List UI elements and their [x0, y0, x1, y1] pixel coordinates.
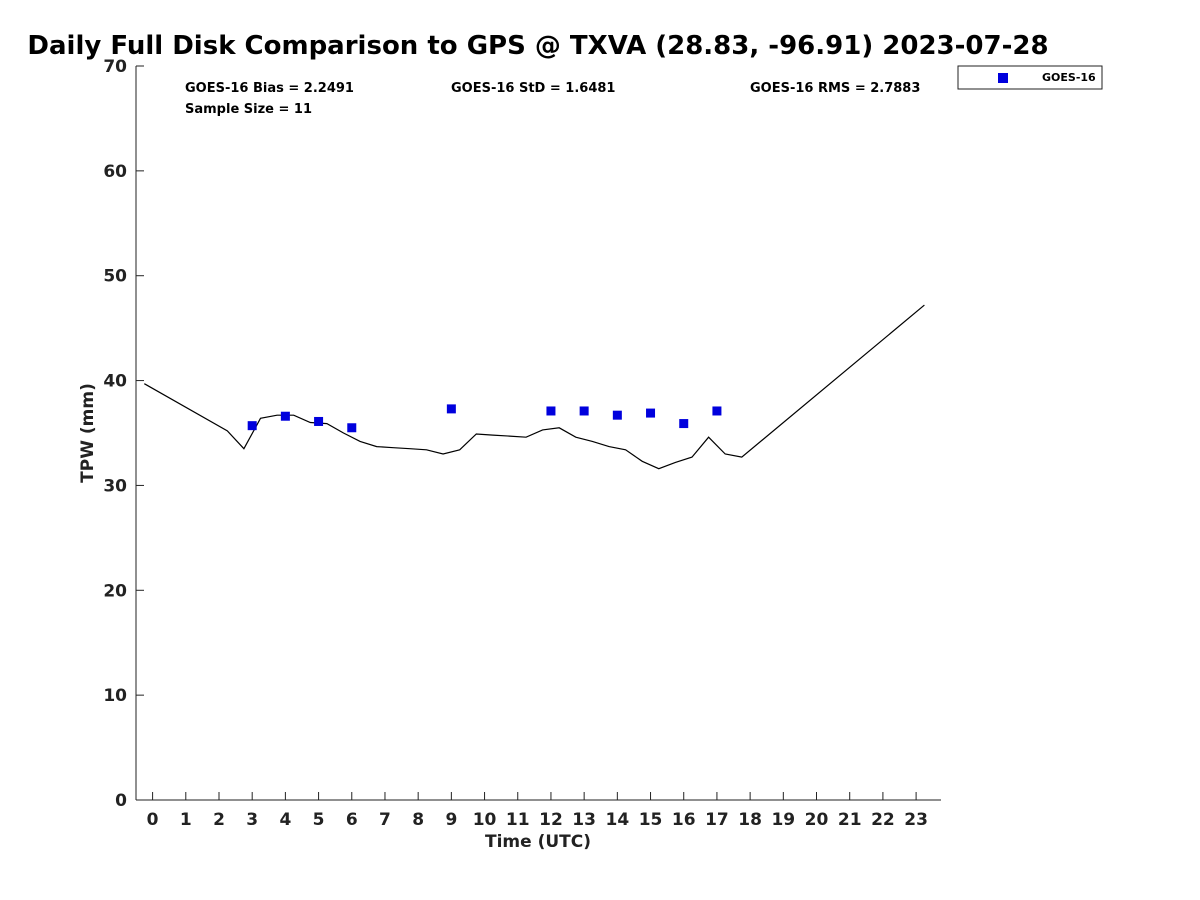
x-tick-label: 2 — [213, 810, 225, 830]
x-tick-label: 18 — [738, 810, 762, 830]
goes16-point — [612, 410, 622, 420]
x-tick-label: 9 — [445, 810, 457, 830]
x-tick-label: 5 — [313, 810, 325, 830]
x-axis-label: Time (UTC) — [485, 832, 591, 852]
x-tick-label: 15 — [639, 810, 663, 830]
goes16-point — [446, 404, 456, 414]
y-tick-label: 50 — [103, 267, 127, 287]
x-tick-label: 13 — [572, 810, 596, 830]
x-tick-label: 16 — [672, 810, 696, 830]
x-tick-label: 6 — [346, 810, 358, 830]
legend-marker — [998, 73, 1008, 83]
x-tick-label: 19 — [771, 810, 795, 830]
x-tick-label: 14 — [606, 810, 630, 830]
goes16-point — [712, 406, 722, 416]
y-axis-label: TPW (mm) — [78, 383, 98, 483]
x-tick-label: 4 — [279, 810, 291, 830]
x-tick-label: 1 — [180, 810, 192, 830]
x-tick-label: 22 — [871, 810, 895, 830]
gps-series-line — [144, 304, 925, 470]
goes16-points — [247, 404, 722, 433]
x-tick-label: 21 — [838, 810, 862, 830]
rms-stat: GOES-16 RMS = 2.7883 — [750, 81, 920, 96]
bias-stat: GOES-16 Bias = 2.2491 — [185, 81, 354, 96]
x-ticks: 0 1 2 3 4 5 6 7 8 9 10 11 12 13 14 15 16 17 18 19 20 21 22 23 — [147, 792, 928, 830]
x-tick-label: 17 — [705, 810, 729, 830]
x-tick-label: 0 — [147, 810, 159, 830]
goes16-point — [247, 421, 257, 431]
x-tick-label: 20 — [805, 810, 829, 830]
y-ticks: 0 10 20 30 40 50 60 70 — [103, 57, 144, 811]
x-tick-label: 3 — [246, 810, 258, 830]
y-tick-label: 20 — [103, 581, 127, 601]
goes16-point — [546, 406, 556, 416]
y-tick-label: 10 — [103, 686, 127, 706]
x-tick-label: 12 — [539, 810, 563, 830]
goes16-point — [347, 423, 357, 433]
goes16-point — [280, 411, 290, 421]
x-tick-label: 7 — [379, 810, 391, 830]
legend: GOES-16 — [957, 65, 1103, 90]
goes16-point — [314, 416, 324, 426]
legend-box — [957, 65, 1103, 90]
chart-title: Daily Full Disk Comparison to GPS @ TXVA… — [27, 31, 1048, 61]
std-stat: GOES-16 StD = 1.6481 — [451, 81, 615, 96]
x-tick-label: 11 — [506, 810, 530, 830]
legend-label: GOES-16 — [1042, 71, 1096, 84]
sample-size-stat: Sample Size = 11 — [185, 102, 312, 117]
y-tick-label: 70 — [103, 57, 127, 77]
y-tick-label: 40 — [103, 372, 127, 392]
x-tick-label: 8 — [412, 810, 424, 830]
y-tick-label: 30 — [103, 476, 127, 496]
goes16-point — [579, 406, 589, 416]
goes16-point — [646, 408, 656, 418]
y-tick-label: 60 — [103, 162, 127, 182]
goes16-point — [679, 419, 689, 429]
y-tick-label: 0 — [115, 791, 127, 811]
x-tick-label: 23 — [904, 810, 928, 830]
x-tick-label: 10 — [473, 810, 497, 830]
